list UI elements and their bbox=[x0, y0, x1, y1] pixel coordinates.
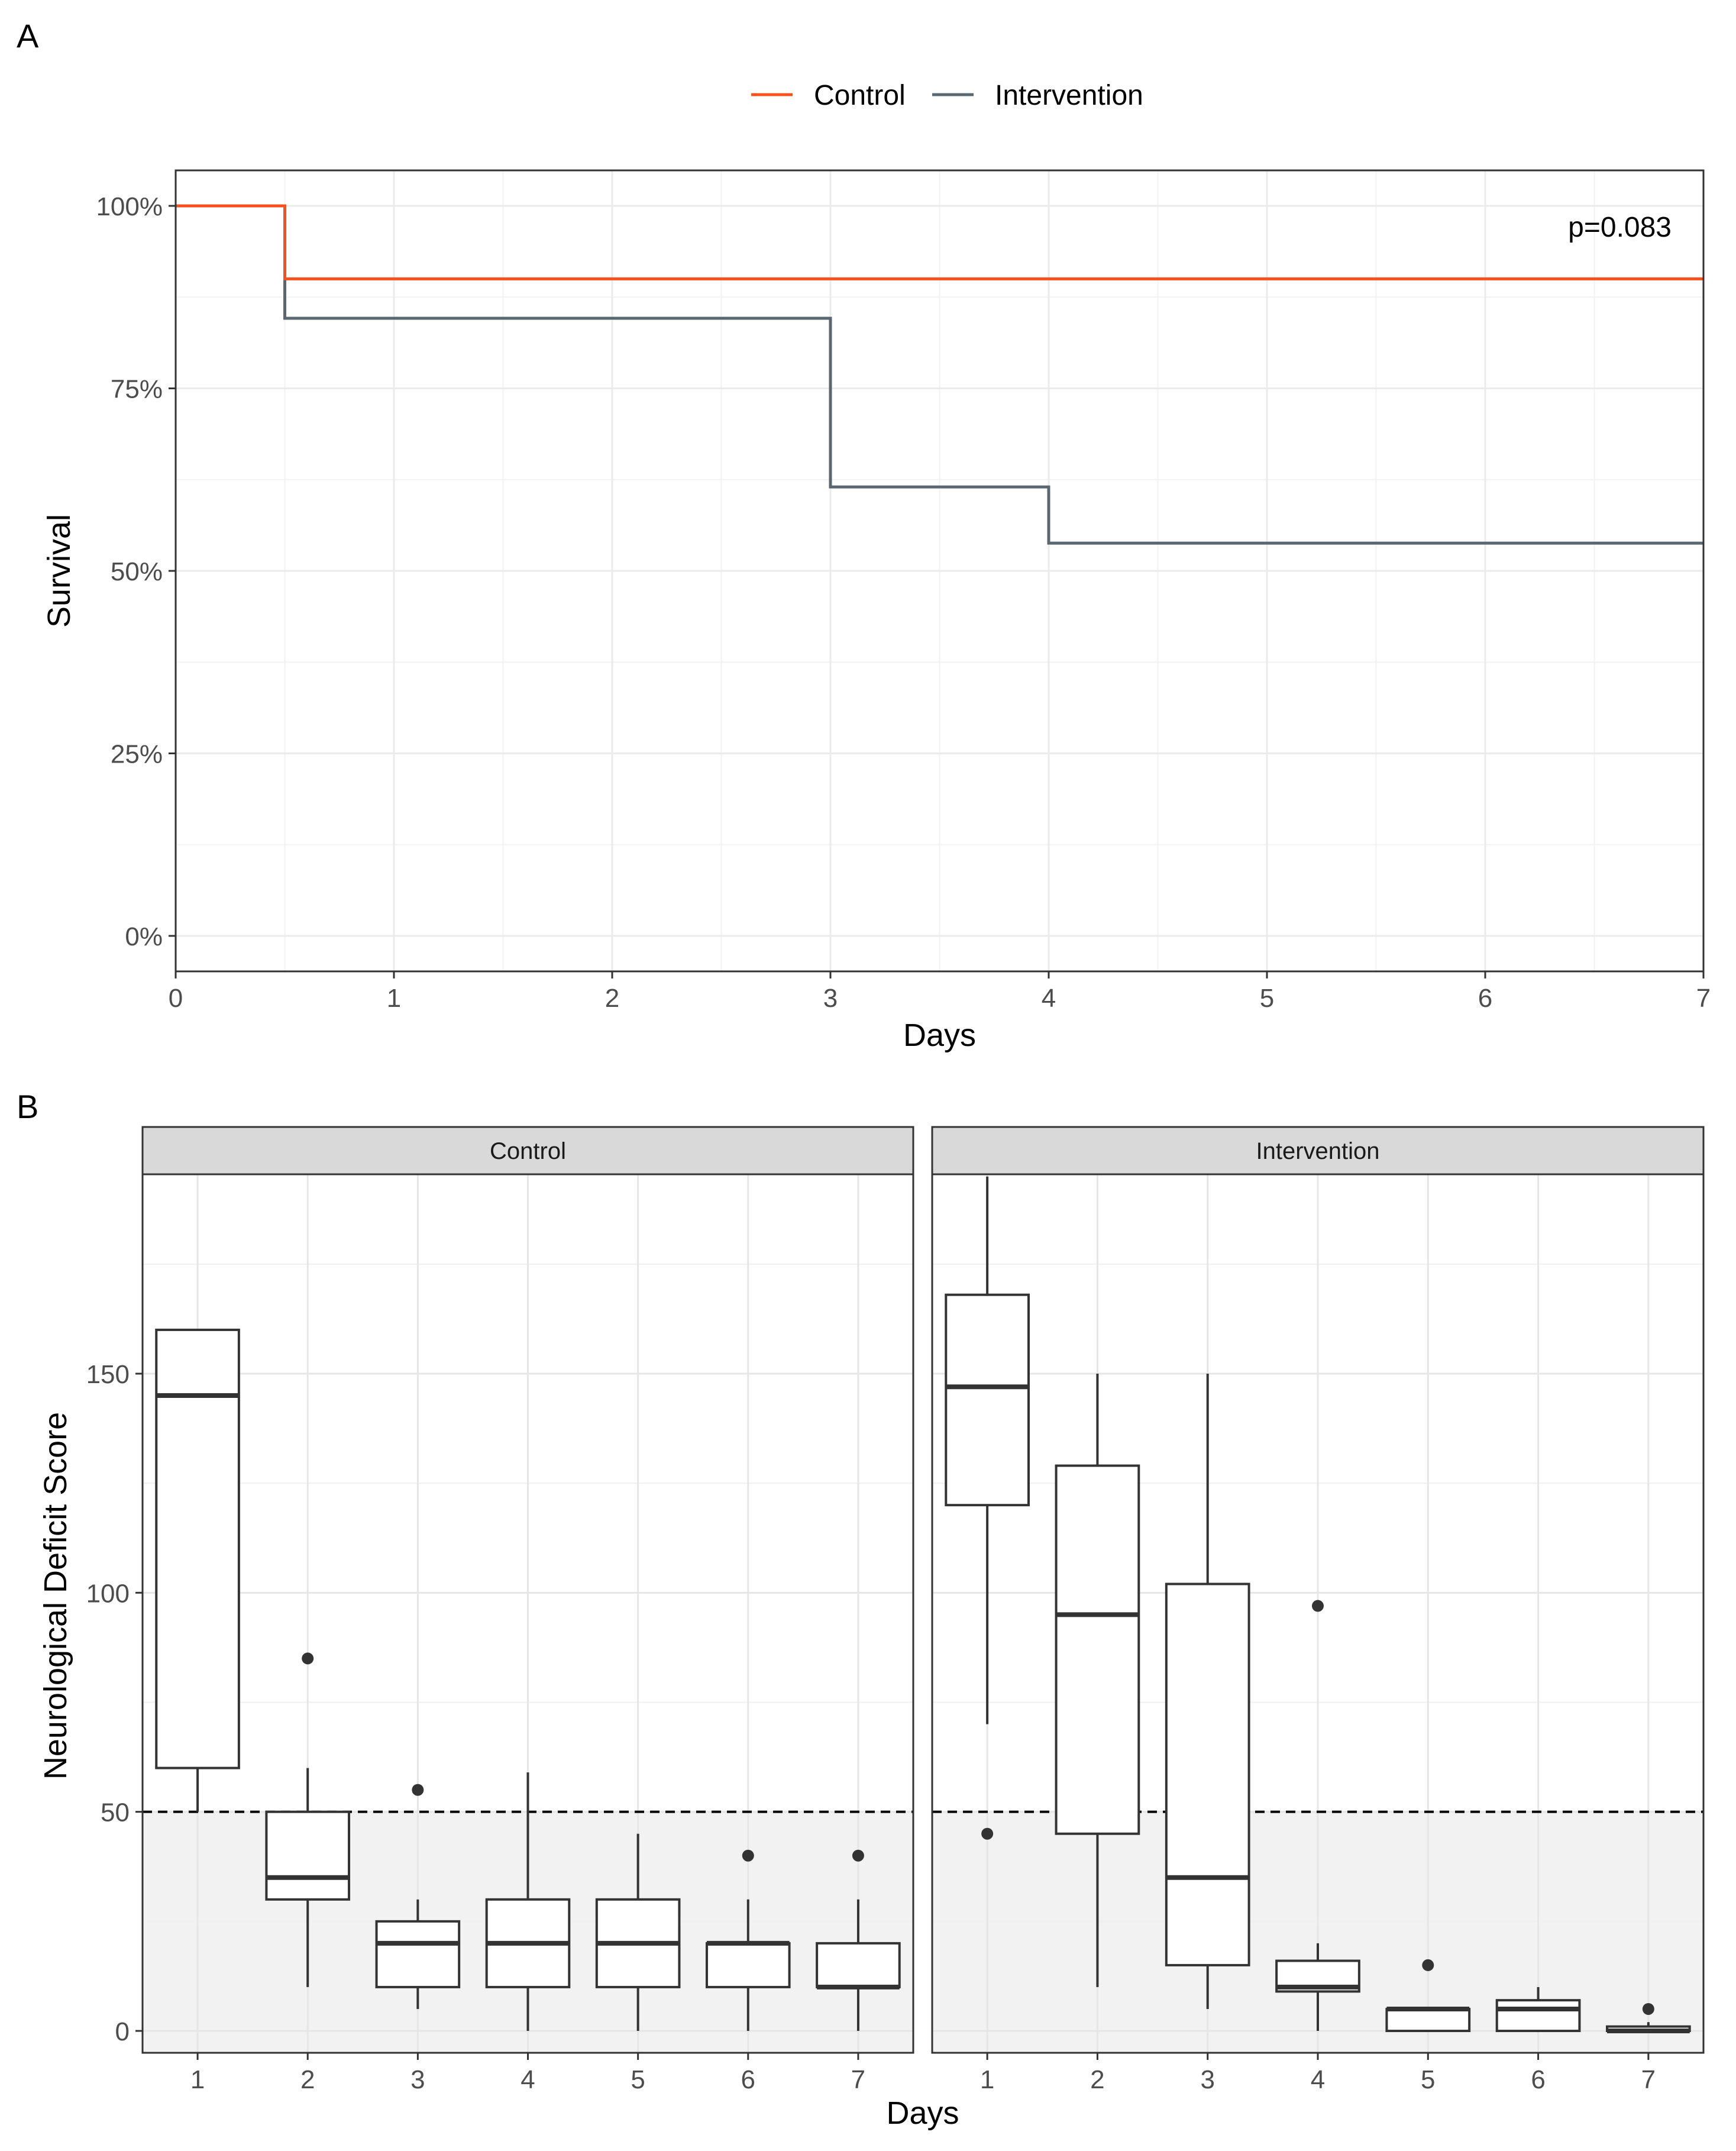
x-tick-label: 2 bbox=[605, 984, 619, 1013]
y-tick-label: 50% bbox=[111, 557, 163, 586]
x-tick-label: 5 bbox=[1421, 2065, 1435, 2094]
x-tick-label: 1 bbox=[190, 2065, 205, 2094]
x-tick-label: 1 bbox=[387, 984, 401, 1013]
outlier-point bbox=[981, 1827, 994, 1840]
box bbox=[705, 1942, 791, 1988]
x-tick-label: 3 bbox=[410, 2065, 425, 2094]
p-value-annotation: p=0.083 bbox=[1568, 212, 1672, 243]
box bbox=[1495, 1999, 1581, 2032]
x-tick-label: 6 bbox=[741, 2065, 755, 2094]
facet-strip-label-intervention: Intervention bbox=[1256, 1138, 1379, 1164]
x-tick-label: 3 bbox=[1200, 2065, 1214, 2094]
facet-strip-intervention bbox=[931, 1126, 1705, 1175]
survival-chart: 0 1 2 3 4 5 6 7 0% 25% 50% 75% 100% Days Survival p=0.0… bbox=[41, 80, 1711, 1053]
x-tick-label: 7 bbox=[1696, 984, 1711, 1013]
outlier-point bbox=[412, 1784, 424, 1796]
x-tick-label: 3 bbox=[823, 984, 838, 1013]
facet-strip-control bbox=[141, 1126, 914, 1175]
box bbox=[265, 1810, 351, 1901]
outlier-point bbox=[852, 1849, 864, 1862]
y-tick-label: 0% bbox=[125, 922, 163, 951]
outlier-point bbox=[302, 1652, 314, 1665]
box bbox=[816, 1942, 901, 1988]
x-axis-title: Days bbox=[886, 2095, 959, 2131]
boxplot-chart: 0 50 100 150 Control 1 2 3 4 5 6 7 Intervention 1 2 3 4 5… bbox=[38, 1126, 1705, 2131]
outlier-point bbox=[1642, 2003, 1654, 2015]
x-tick-label: 6 bbox=[1531, 2065, 1545, 2094]
y-tick-label: 0 bbox=[115, 2017, 130, 2046]
x-tick-label: 6 bbox=[1478, 984, 1492, 1013]
x-tick-label: 0 bbox=[169, 984, 183, 1013]
box bbox=[155, 1328, 240, 1769]
box bbox=[1165, 1582, 1250, 1966]
y-tick-label: 100% bbox=[96, 192, 163, 221]
x-tick-label: 5 bbox=[1260, 984, 1274, 1013]
panel-letter-b: B bbox=[17, 1088, 38, 1125]
y-tick-label: 150 bbox=[86, 1360, 130, 1389]
box bbox=[375, 1920, 461, 1988]
y-tick-label: 25% bbox=[111, 740, 163, 769]
x-tick-label: 5 bbox=[631, 2065, 645, 2094]
x-tick-label: 4 bbox=[1311, 2065, 1325, 2094]
y-axis-title: Neurological Deficit Score bbox=[38, 1412, 73, 1779]
box bbox=[1055, 1464, 1140, 1835]
x-tick-label: 4 bbox=[521, 2065, 535, 2094]
y-tick-label: 50 bbox=[101, 1798, 130, 1827]
panel-letter-a: A bbox=[17, 17, 39, 54]
y-tick-label: 100 bbox=[86, 1579, 130, 1608]
facet-strip-label-control: Control bbox=[490, 1138, 566, 1164]
y-tick-label: 75% bbox=[111, 375, 163, 404]
legend-label-control: Control bbox=[814, 80, 906, 111]
box bbox=[1385, 2007, 1471, 2032]
outlier-point bbox=[1312, 1600, 1324, 1612]
x-tick-label: 7 bbox=[851, 2065, 865, 2094]
outlier-point bbox=[742, 1849, 754, 1862]
outlier-point bbox=[1422, 1959, 1434, 1971]
x-axis-title: Days bbox=[903, 1018, 976, 1053]
legend-label-intervention: Intervention bbox=[995, 80, 1143, 111]
x-tick-label: 2 bbox=[1090, 2065, 1104, 2094]
series-line-control bbox=[176, 204, 1703, 280]
x-tick-label: 2 bbox=[300, 2065, 315, 2094]
x-tick-label: 1 bbox=[980, 2065, 994, 2094]
x-tick-label: 7 bbox=[1641, 2065, 1656, 2094]
x-tick-label: 4 bbox=[1042, 984, 1056, 1013]
y-axis-title: Survival bbox=[41, 514, 77, 628]
box bbox=[945, 1293, 1030, 1507]
